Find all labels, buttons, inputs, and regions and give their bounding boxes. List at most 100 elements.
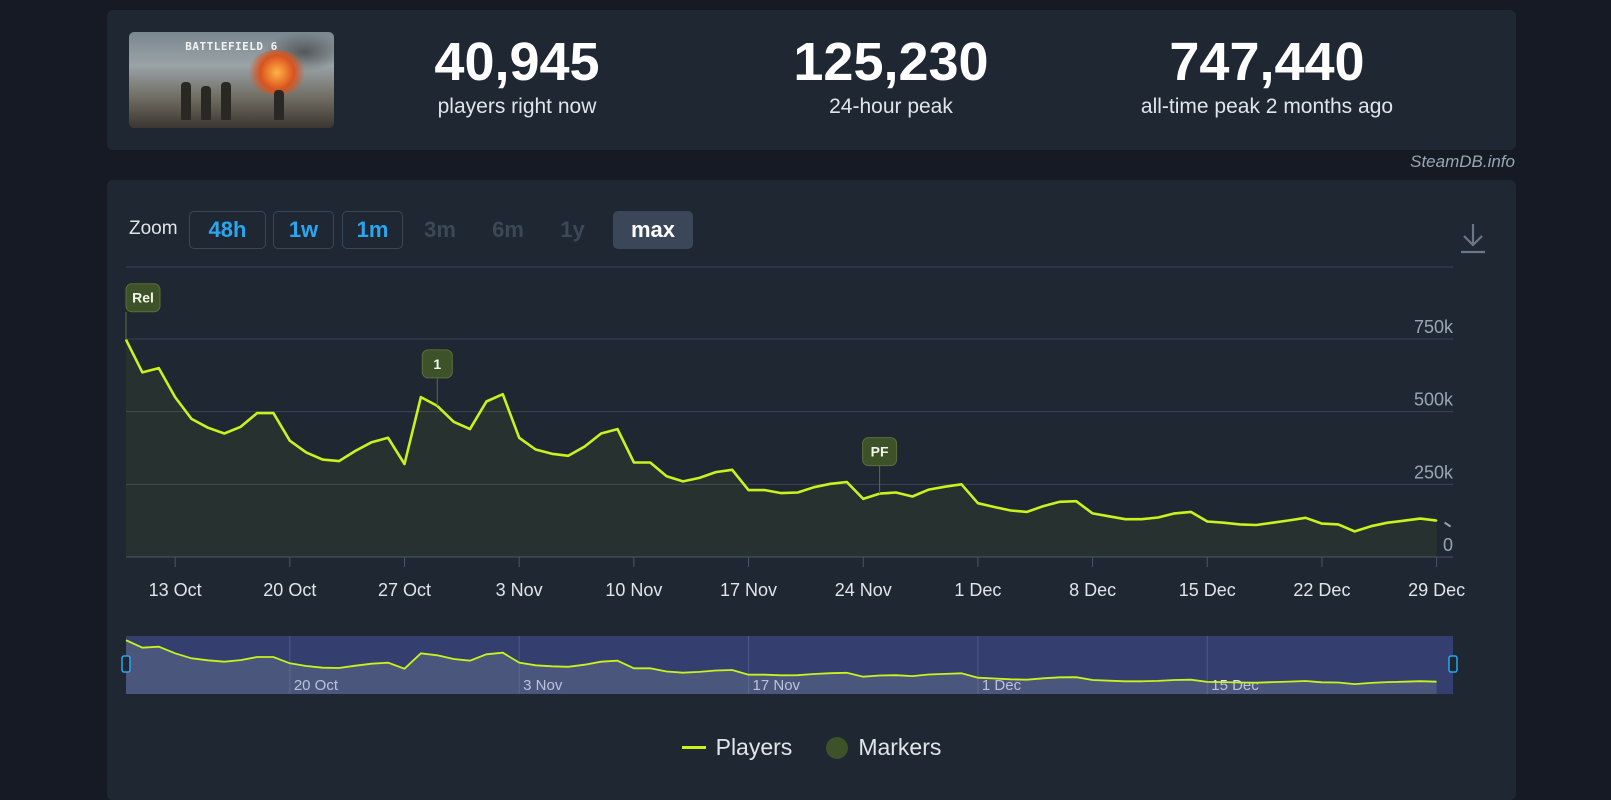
x-tick-label: 20 Oct xyxy=(263,580,316,600)
players-point xyxy=(452,421,455,423)
players-point xyxy=(993,506,996,508)
players-point xyxy=(1108,515,1110,518)
x-tick-label: 10 Nov xyxy=(605,580,662,600)
players-point xyxy=(321,458,324,461)
players-point xyxy=(846,481,848,483)
zoom-1w-button[interactable]: 1w xyxy=(273,211,334,249)
players-point xyxy=(714,471,717,473)
zoom-max-button[interactable]: max xyxy=(613,211,693,249)
players-point xyxy=(616,428,619,430)
players-chart[interactable]: 0 250k 500k 750k 13 Oct 20 Oct 27 Oct 3 Nov 10 N… xyxy=(107,180,1516,800)
players-point xyxy=(780,492,783,494)
players-point xyxy=(420,396,422,398)
game-title: BATTLEFIELD 6 xyxy=(185,40,278,53)
players-point xyxy=(829,482,832,485)
players-point xyxy=(1370,525,1372,527)
players-point xyxy=(1157,516,1159,519)
players-point xyxy=(1321,522,1323,525)
navigator-tick-label: 3 Nov xyxy=(523,677,563,694)
players-point xyxy=(370,441,373,443)
players-point xyxy=(256,412,258,414)
stat-all-time-peak: 747,440 all-time peak 2 months ago xyxy=(1107,30,1427,120)
navigator-window xyxy=(126,636,1453,694)
stat-players-now: 40,945 players right now xyxy=(387,30,647,120)
players-point xyxy=(1255,524,1258,526)
zoom-48h-button[interactable]: 48h xyxy=(189,211,266,249)
players-point xyxy=(338,460,340,462)
x-tick-label: 3 Nov xyxy=(496,580,543,600)
players-point xyxy=(1419,517,1422,520)
players-point xyxy=(272,412,275,414)
players-point xyxy=(698,477,701,479)
players-point xyxy=(747,489,750,491)
navigator-tick-label: 17 Nov xyxy=(753,677,801,694)
players-point xyxy=(649,461,652,464)
marker-badge xyxy=(862,437,898,467)
download-icon[interactable] xyxy=(1459,222,1487,254)
stat-label: players right now xyxy=(437,95,597,118)
players-point xyxy=(387,437,389,439)
players-point xyxy=(289,439,291,442)
players-point xyxy=(1059,500,1061,503)
players-point xyxy=(1009,509,1012,512)
players-point xyxy=(534,448,537,451)
current-day-indicator xyxy=(1444,521,1452,528)
stat-value: 747,440 xyxy=(1169,32,1365,92)
x-tick-label: 24 Nov xyxy=(835,580,892,600)
players-point xyxy=(796,491,799,494)
players-area xyxy=(126,339,1437,557)
players-point xyxy=(485,400,488,403)
players-point xyxy=(1206,520,1209,523)
legend-label: Markers xyxy=(858,734,942,760)
players-point xyxy=(1435,519,1438,522)
y-tick-label: 250k xyxy=(1414,462,1454,482)
players-point xyxy=(977,502,979,505)
players-point xyxy=(567,455,570,457)
chart-legend: Players Markers xyxy=(107,734,1516,761)
navigator-area xyxy=(126,640,1437,694)
chart-card: Zoom 48h 1w 1m 3m 6m 1y max 0 250k 500k 750… xyxy=(107,180,1516,800)
stat-label: 24-hour peak xyxy=(829,95,953,118)
legend-label: Players xyxy=(715,734,793,760)
game-thumbnail[interactable]: BATTLEFIELD 6 xyxy=(129,32,334,128)
players-point xyxy=(1140,518,1143,521)
zoom-label: Zoom xyxy=(129,218,178,239)
legend-item-players[interactable]: Players xyxy=(681,734,793,761)
players-point xyxy=(190,418,193,420)
chart-marker: PF xyxy=(862,437,898,494)
navigator-left-handle[interactable] xyxy=(121,655,131,673)
chart-marker: 1 xyxy=(421,349,453,406)
y-tick-label: 0 xyxy=(1443,535,1453,555)
players-point xyxy=(813,486,815,489)
zoom-6m-button: 6m xyxy=(492,217,524,242)
marker-label: Rel xyxy=(132,290,154,306)
zoom-1y-button: 1y xyxy=(560,217,585,242)
x-tick-label: 8 Dec xyxy=(1069,580,1116,600)
players-point xyxy=(1091,512,1094,515)
players-point xyxy=(223,432,226,435)
marker-label: PF xyxy=(871,444,889,460)
zoom-1m-button[interactable]: 1m xyxy=(342,211,403,249)
zoom-3m-button: 3m xyxy=(424,217,456,242)
players-point xyxy=(1042,505,1045,507)
players-point xyxy=(141,371,144,374)
players-point xyxy=(239,425,242,428)
y-tick-label: 750k xyxy=(1414,317,1454,337)
players-point xyxy=(1239,523,1241,526)
navigator-right-handle[interactable] xyxy=(1448,655,1458,673)
marker-badge xyxy=(125,283,161,313)
players-point xyxy=(1304,516,1307,519)
players-point xyxy=(1222,521,1225,524)
steamdb-credit[interactable]: SteamDB.info xyxy=(1410,152,1515,171)
players-point xyxy=(1271,521,1274,524)
players-point xyxy=(502,393,504,396)
x-tick-label: 29 Dec xyxy=(1408,580,1465,600)
soldier-silhouette xyxy=(181,82,191,120)
players-point xyxy=(157,367,160,369)
navigator-tick-label: 1 Dec xyxy=(982,677,1022,694)
players-point xyxy=(764,489,766,491)
players-point xyxy=(682,480,684,483)
explosion-graphic xyxy=(247,50,307,95)
players-point xyxy=(174,396,176,398)
legend-item-markers[interactable]: Markers xyxy=(826,734,941,761)
